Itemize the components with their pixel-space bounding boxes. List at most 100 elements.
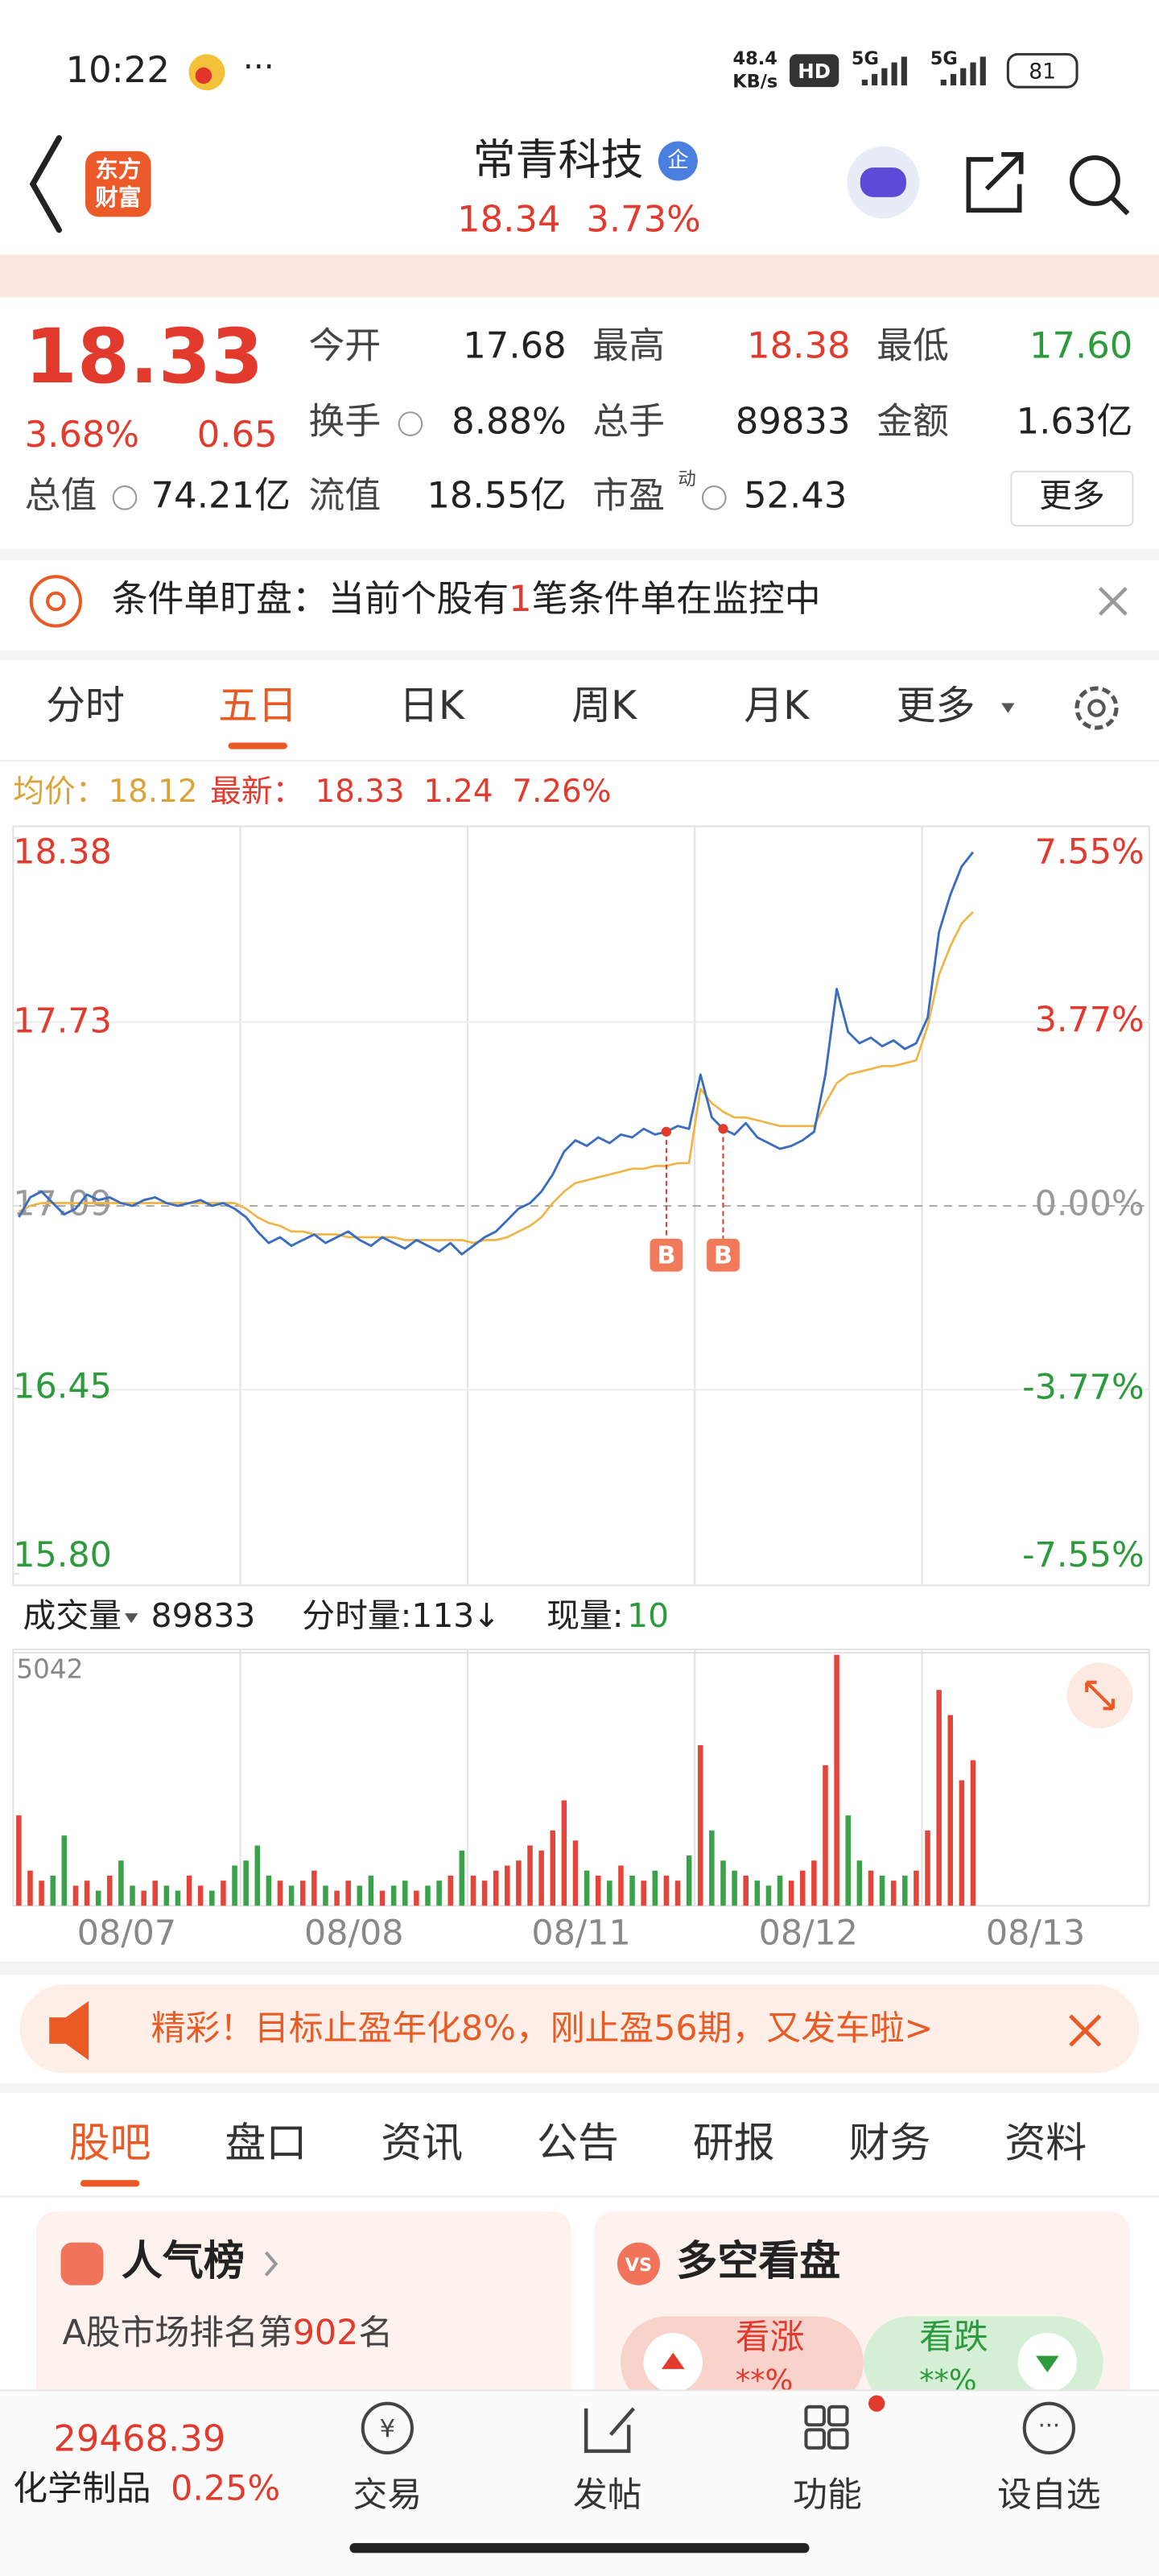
items[interactable]: 功能: [793, 2475, 862, 2516]
sector-change[interactable]: 0.25%: [171, 2468, 280, 2508]
items[interactable]: 日K: [399, 683, 466, 729]
categories: 08/07: [77, 1913, 176, 1954]
banner-close[interactable]: [1069, 2014, 1102, 2047]
function-icon: [827, 2405, 849, 2427]
items[interactable]: 分时: [46, 683, 125, 729]
popularity-card[interactable]: [35, 2211, 571, 2425]
hd: HD: [798, 60, 831, 83]
volume-bar: [777, 1875, 783, 1906]
home-indicator: [349, 2543, 810, 2553]
price-line: [18, 851, 975, 1256]
volume-bar: [197, 1885, 204, 1906]
volume-bar: [470, 1875, 476, 1906]
search-button[interactable]: [1070, 155, 1120, 206]
items[interactable]: 设自选: [997, 2475, 1100, 2516]
volume-bar: [584, 1870, 590, 1906]
info-icon: [701, 485, 727, 510]
items[interactable]: 盘口: [225, 2120, 307, 2167]
change-pct: 3.68%: [25, 413, 140, 456]
volume-bar: [538, 1850, 544, 1906]
value: 74.21亿: [151, 473, 291, 516]
items[interactable]: 资讯: [381, 2120, 463, 2167]
volume-bar: [266, 1875, 272, 1906]
vs-icon-text: VS: [625, 2255, 653, 2276]
items[interactable]: 周K: [571, 683, 638, 729]
items[interactable]: 月K: [744, 683, 810, 729]
notify-dot: [868, 2395, 885, 2412]
items[interactable]: 交易: [353, 2475, 423, 2516]
items[interactable]: 更多: [897, 683, 975, 729]
share-button[interactable]: [966, 151, 1024, 213]
separator: [0, 2083, 1159, 2093]
time: 10:22: [66, 48, 170, 91]
volume-bar: [800, 1870, 806, 1906]
items[interactable]: 公告: [537, 2120, 619, 2167]
volume-bar: [527, 1845, 533, 1906]
volume-bar: [674, 1880, 681, 1906]
rank-prefix: A股市场排名第: [63, 2312, 293, 2352]
volume-bar: [811, 1860, 817, 1906]
volume-bar: [709, 1830, 715, 1906]
value: 89833: [736, 400, 851, 443]
volume-bar: [970, 1760, 976, 1906]
back-button[interactable]: [29, 134, 62, 233]
more[interactable]: 更多: [1039, 476, 1105, 514]
volume-bar: [436, 1880, 442, 1906]
items[interactable]: 股吧: [69, 2120, 151, 2167]
bear: 看跌: [919, 2318, 988, 2358]
label: 0.00%: [1035, 1183, 1145, 1224]
sector[interactable]: 化学制品: [13, 2468, 151, 2508]
price: 18.34: [457, 198, 560, 241]
volume-bar: [402, 1880, 408, 1906]
more-button[interactable]: [1010, 470, 1134, 527]
volume-bar: [697, 1744, 703, 1906]
items[interactable]: 财务: [849, 2120, 931, 2167]
total: 89833: [151, 1596, 256, 1635]
signal-bar: [872, 73, 878, 86]
function-icon: [827, 2428, 849, 2450]
app-logo: [85, 151, 151, 217]
chevron: [264, 2251, 278, 2277]
volume-bar: [72, 1885, 79, 1906]
value: 17.68: [463, 324, 566, 367]
settings-button[interactable]: [1074, 686, 1119, 730]
volume-bar: [663, 1875, 670, 1906]
volume-bar: [732, 1870, 737, 1906]
promo-banner[interactable]: [19, 1984, 1140, 2074]
volume-bar: [299, 1880, 306, 1906]
volume-bar: [27, 1870, 33, 1906]
info-icon: [398, 411, 423, 436]
separator: [0, 548, 1159, 560]
function-icon: [804, 2428, 826, 2450]
separator: [0, 650, 1159, 661]
volume-bar: [357, 1885, 363, 1906]
items[interactable]: 五日: [218, 683, 297, 729]
function-icon: [804, 2405, 826, 2427]
trade-marks: B: [714, 1242, 732, 1270]
volume-frame: [12, 1648, 1150, 1907]
value: 52.43: [744, 473, 847, 516]
items[interactable]: 发帖: [573, 2475, 642, 2516]
volume-bar: [152, 1880, 159, 1906]
tick-label: 分时量:113: [302, 1596, 474, 1635]
dropdown-arrow[interactable]: [125, 1613, 138, 1624]
label: 换手: [308, 400, 381, 443]
label: 流值: [308, 473, 381, 516]
items[interactable]: 研报: [693, 2120, 775, 2167]
volume-bar: [607, 1880, 612, 1906]
volume-bar: [481, 1880, 488, 1906]
items[interactable]: 资料: [1004, 2120, 1087, 2167]
volume-bar: [323, 1885, 328, 1906]
volume-bar: [890, 1880, 897, 1906]
volume-bar: [493, 1870, 499, 1906]
index-value[interactable]: 29468.39: [53, 2417, 225, 2460]
volume-bar: [516, 1860, 522, 1906]
chart-frame: [12, 825, 1150, 1587]
alert-close[interactable]: [1098, 587, 1128, 616]
separator: [0, 1961, 1159, 1975]
banner[interactable]: 精彩！目标止盈年化8%，刚止盈56期，又发车啦>: [151, 2008, 934, 2049]
categories: 08/11: [531, 1913, 630, 1954]
volume-bar: [118, 1860, 124, 1906]
net-unit: KB/s: [732, 72, 777, 93]
